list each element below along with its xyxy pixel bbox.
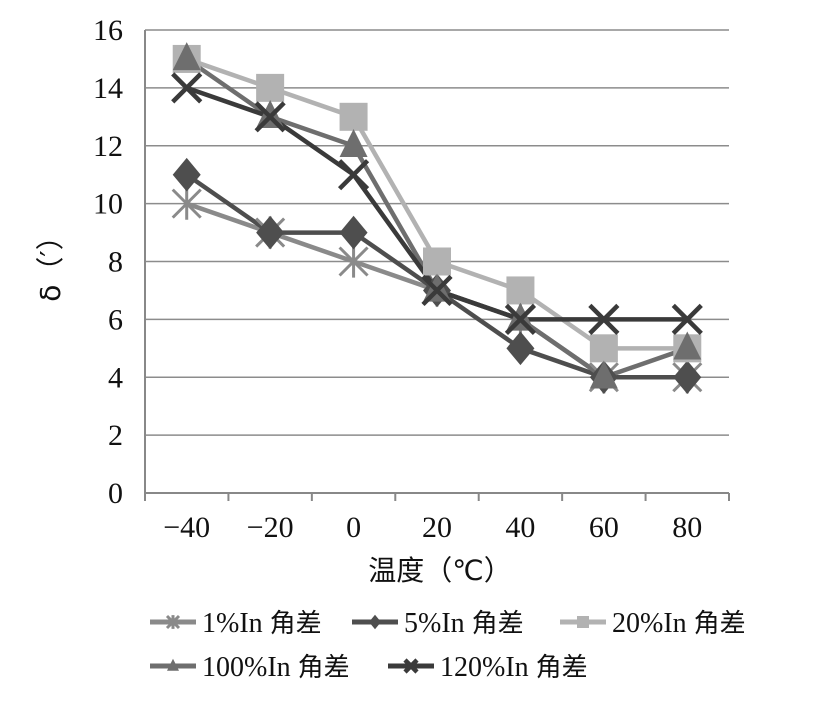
data-point-series-5 <box>171 72 203 104</box>
y-tick-label: 0 <box>108 477 123 510</box>
data-point-series-4 <box>172 42 201 71</box>
y-tick-labels: 0 2 4 6 8 10 12 14 16 <box>93 14 123 510</box>
data-point-series-5 <box>588 303 620 335</box>
data-point-series-3 <box>423 247 451 276</box>
legend: 1%In 角差 5%In 角差 20%In 角差 100%In 角差 120%In 角差 <box>150 608 746 683</box>
data-point-series-5 <box>504 303 537 335</box>
y-tick-label: 16 <box>93 14 123 47</box>
data-point-series-4 <box>589 360 618 389</box>
legend-marker <box>165 614 181 630</box>
x-tick-label: 60 <box>589 511 619 544</box>
y-tick-label: 2 <box>108 419 123 452</box>
data-point-series-3 <box>589 334 618 363</box>
data-point-series-3 <box>339 102 368 131</box>
y-axis-title: δ（′） <box>34 222 67 302</box>
data-point-series-5 <box>254 101 286 133</box>
data-point-series-5 <box>671 303 703 335</box>
x-tick-label: 0 <box>346 511 361 544</box>
data-point-series-5 <box>421 274 453 307</box>
data-point-series-2 <box>506 331 535 366</box>
legend-marker <box>577 616 589 628</box>
y-tick-label: 8 <box>108 246 123 279</box>
x-axis-title: 温度（℃） <box>368 554 511 587</box>
y-tick-label: 4 <box>108 361 123 394</box>
data-point-series-4 <box>673 331 702 360</box>
data-point-series-4 <box>339 128 368 157</box>
data-point-series-3 <box>256 73 285 102</box>
legend-marker <box>369 614 381 630</box>
axes <box>144 30 730 501</box>
legend-marker <box>167 658 179 671</box>
legend-entry: 120%In 角差 <box>440 652 588 683</box>
x-tick-label: −40 <box>163 511 210 544</box>
x-tick-label: −20 <box>247 511 294 544</box>
legend-entry: 100%In 角差 <box>202 652 350 683</box>
y-tick-label: 6 <box>108 303 123 336</box>
data-point-series-2 <box>172 157 201 192</box>
data-point-series-1 <box>338 245 369 278</box>
x-tick-labels: −40 −20 0 20 40 60 80 <box>163 511 702 544</box>
data-point-series-2 <box>339 215 368 250</box>
data-point-series-3 <box>506 276 535 305</box>
x-tick-label: 80 <box>672 511 702 544</box>
legend-entry: 20%In 角差 <box>612 608 746 639</box>
data-point-series-5 <box>337 159 370 191</box>
series-markers <box>171 42 703 395</box>
y-tick-label: 10 <box>93 188 123 221</box>
x-tick-label: 40 <box>505 511 535 544</box>
legend-entry: 1%In 角差 <box>202 608 322 639</box>
data-point-series-2 <box>673 360 702 395</box>
legend-marker <box>403 658 419 674</box>
x-tick-label: 20 <box>422 511 452 544</box>
gridlines <box>145 29 729 436</box>
y-tick-label: 12 <box>93 130 123 163</box>
data-point-series-2 <box>256 215 285 250</box>
legend-entry: 5%In 角差 <box>404 608 524 639</box>
data-point-series-1 <box>171 187 202 220</box>
y-tick-label: 14 <box>93 72 123 105</box>
